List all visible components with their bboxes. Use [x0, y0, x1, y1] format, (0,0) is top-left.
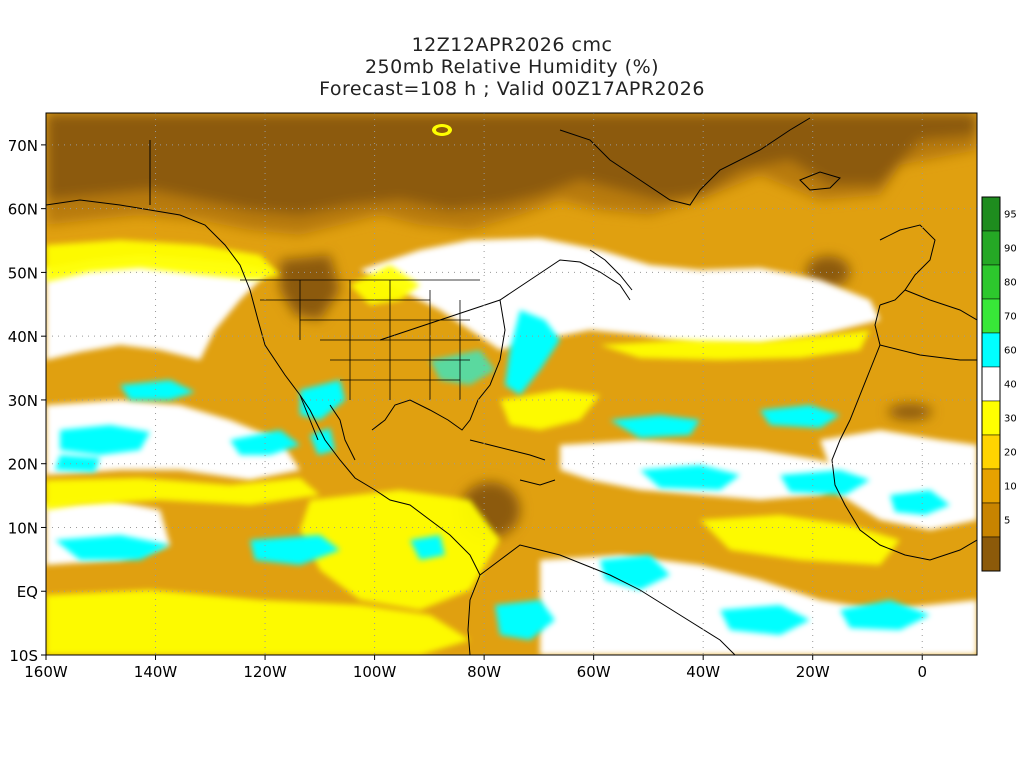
state-boundaries [240, 279, 480, 400]
lat-tick-label: 40N [8, 328, 38, 346]
colorbar-label: 5 [1004, 516, 1010, 527]
colorbar-label: 80 [1004, 278, 1017, 289]
lat-tick-label: 70N [8, 137, 38, 155]
colorbar-label: 30 [1004, 414, 1017, 425]
lon-tick-label: 160W [24, 663, 68, 681]
colorbar-swatch [981, 298, 1001, 334]
coastlines [46, 117, 977, 655]
lat-tick-label: 20N [8, 456, 38, 474]
colorbar: 95 90 80 70 60 40 30 20 10 5 [981, 196, 1017, 572]
colorbar-label: 20 [1004, 448, 1017, 459]
lat-tick-label: 50N [8, 264, 38, 282]
title-line-3: Forecast=108 h ; Valid 00Z17APR2026 [319, 78, 705, 100]
lon-tick-label: 60W [577, 663, 611, 681]
lon-tick-label: 140W [134, 663, 178, 681]
lon-tick-label: 100W [353, 663, 397, 681]
colorbar-swatch [981, 264, 1001, 300]
colorbar-swatch [981, 502, 1001, 538]
colorbar-swatch [981, 332, 1001, 368]
chart-title-block: 12Z12APR2026 cmc 250mb Relative Humidity… [0, 34, 1024, 100]
colorbar-swatch [981, 230, 1001, 266]
graticule [46, 113, 977, 655]
colorbar-swatch [981, 366, 1001, 402]
colorbar-label: 40 [1004, 380, 1017, 391]
lat-tick-label: 10S [9, 647, 38, 665]
colorbar-swatch [981, 400, 1001, 436]
lon-tick-label: 40W [686, 663, 720, 681]
lon-tick-label: 20W [796, 663, 830, 681]
colorbar-swatch [981, 468, 1001, 504]
lat-tick-label: EQ [17, 583, 38, 601]
latitude-axis: 70N 60N 50N 40N 30N 20N 10N EQ 10S [8, 137, 46, 665]
colorbar-label: 90 [1004, 244, 1017, 255]
title-line-1: 12Z12APR2026 cmc [411, 34, 613, 56]
colorbar-label: 60 [1004, 346, 1017, 357]
lat-tick-label: 30N [8, 392, 38, 410]
humidity-field [46, 113, 977, 655]
colorbar-label: 10 [1004, 482, 1017, 493]
lon-tick-label: 0 [917, 663, 927, 681]
dark-blob-arctic [436, 127, 448, 133]
lat-tick-label: 60N [8, 201, 38, 219]
lon-tick-label: 120W [243, 663, 287, 681]
colorbar-label: 70 [1004, 312, 1017, 323]
colorbar-swatch [981, 434, 1001, 470]
cyan-patches [55, 310, 950, 640]
map-frame [45, 112, 978, 656]
title-line-2: 250mb Relative Humidity (%) [364, 56, 660, 78]
colorbar-swatch [981, 536, 1001, 572]
lat-tick-label: 10N [8, 519, 38, 537]
longitude-axis: 160W 140W 120W 100W 80W 60W 40W 20W 0 [24, 655, 927, 681]
colorbar-swatch [981, 196, 1001, 232]
dry-region-north [46, 113, 977, 538]
colorbar-frame [981, 196, 1001, 572]
lon-tick-label: 80W [467, 663, 501, 681]
colorbar-label: 95 [1004, 210, 1017, 221]
